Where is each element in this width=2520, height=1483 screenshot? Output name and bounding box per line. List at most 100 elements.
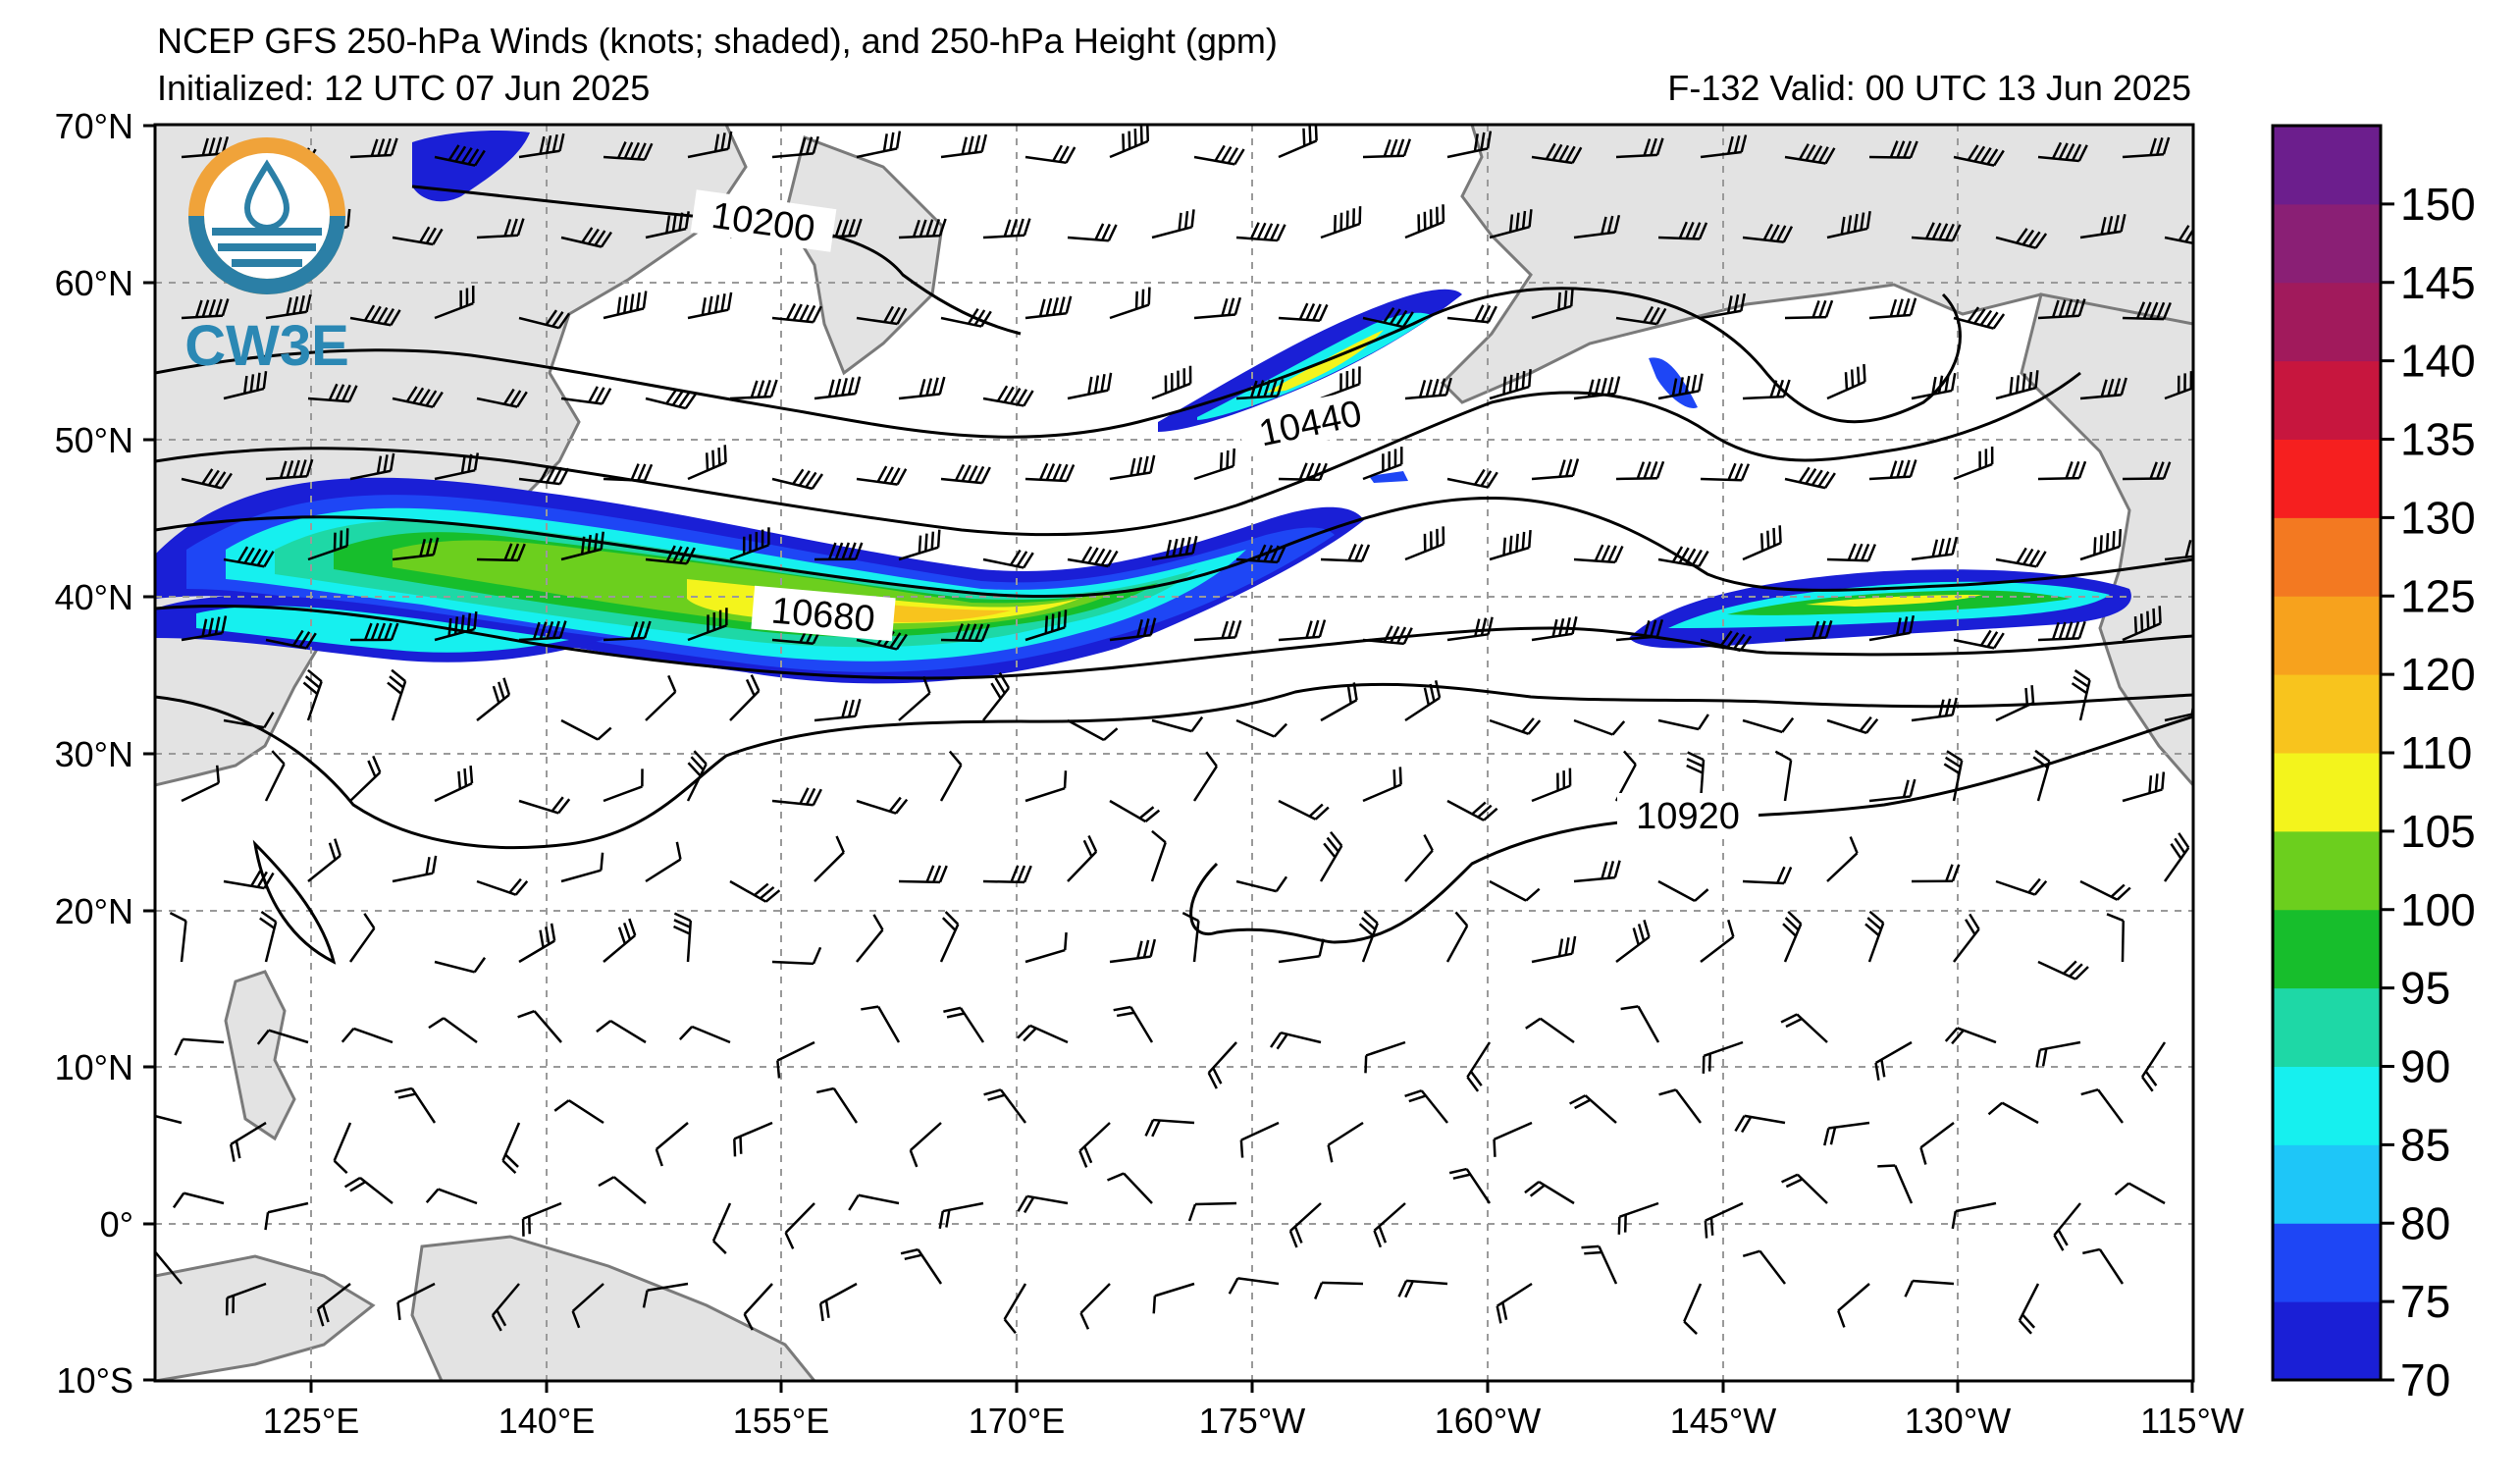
wind-barb-feather (1149, 938, 1157, 957)
wind-barb (771, 960, 814, 966)
wind-barb-feather (1425, 379, 1433, 397)
wind-barb (2098, 1248, 2125, 1285)
wind-barb (1237, 1277, 1280, 1286)
colorbar-segment (2273, 1301, 2381, 1381)
wind-barb-feather (1234, 296, 1242, 315)
wind-barb-feather (1931, 222, 1942, 240)
wind-barb (434, 301, 474, 320)
wind-barb-feather (1778, 525, 1782, 544)
wind-barb-feather (968, 623, 977, 642)
wind-barb-feather (1775, 225, 1787, 242)
wind-barb-feather (600, 852, 604, 871)
wind-barb-feather (390, 137, 398, 156)
colorbar-segment (2273, 126, 2381, 205)
wind-barb-feather (2099, 535, 2103, 554)
wind-barb-feather (2206, 538, 2211, 555)
wind-barb-feather (1678, 547, 1690, 564)
wind-barb-feather (1239, 1139, 1244, 1158)
wind-barb-feather (1909, 778, 1916, 797)
wind-barb (1024, 312, 1067, 320)
wind-barb-feather (504, 1153, 519, 1168)
wind-barb-feather (1620, 1005, 1639, 1011)
wind-barb (181, 477, 223, 490)
wind-barb-feather (1742, 1249, 1760, 1257)
wind-barb-feather (1587, 379, 1595, 397)
wind-barb (1911, 389, 1953, 400)
wind-barb-feather (557, 798, 571, 815)
wind-barb-feather (262, 371, 268, 390)
wind-barb-feather (370, 138, 379, 157)
wind-barb (856, 147, 898, 159)
wind-barb-feather (1829, 1127, 1837, 1145)
wind-barb (1361, 923, 1379, 963)
wind-barb (2079, 879, 2119, 901)
wind-barb-feather (1944, 374, 1950, 393)
colorbar-tick-label: 70 (2400, 1354, 2450, 1405)
wind-barb-feather (1149, 617, 1157, 636)
wind-barb-feather (552, 620, 560, 639)
wind-barb-feather (883, 466, 894, 484)
wind-barb-feather (1483, 807, 1498, 821)
wind-barb-feather (2041, 1048, 2048, 1067)
wind-barb (1531, 304, 1572, 320)
wind-barb (771, 799, 814, 807)
wind-barb-feather (1655, 307, 1667, 325)
wind-barb-feather (1181, 912, 1199, 923)
wind-barb-feather (1857, 366, 1861, 385)
wind-barb-feather (229, 1143, 236, 1162)
wind-barb (686, 763, 708, 802)
wind-barb-feather (1902, 297, 1911, 316)
wind-barb-feather (2033, 879, 2048, 896)
wind-barb (1615, 935, 1651, 963)
wind-barb-feather (1853, 213, 1859, 233)
wind-barb (181, 631, 223, 642)
wind-barb-feather (2156, 137, 2164, 156)
wind-barb-feather (1896, 140, 1906, 158)
wind-barb-feather (671, 213, 677, 233)
wind-barb-feather (1687, 751, 1705, 762)
wind-barb-feather (1094, 548, 1106, 565)
wind-barb-feather (671, 390, 684, 406)
wind-barb-feather (1093, 375, 1100, 394)
wind-barb-feather (1678, 221, 1688, 239)
wind-barb-feather (1909, 459, 1917, 477)
wind-barb-feather (630, 621, 639, 640)
wind-barb-feather (888, 796, 902, 813)
wind-barb (1742, 718, 1783, 734)
wind-barb (2037, 960, 2076, 980)
wind-barb (656, 1122, 689, 1150)
wind-barb (1573, 392, 1615, 400)
wind-barb (645, 690, 677, 721)
wind-barb (560, 236, 603, 248)
wind-barb (691, 1025, 731, 1044)
wind-barb-feather (302, 681, 319, 695)
wind-barb (1742, 236, 1784, 243)
wind-barb-feather (431, 855, 438, 874)
wind-barb (612, 1176, 647, 1204)
wind-barb-feather (936, 529, 941, 548)
wind-barb-feather (637, 620, 646, 639)
wind-barb-feather (298, 294, 305, 314)
wind-barb-feather (517, 1010, 535, 1019)
wind-barb-feather (372, 755, 382, 773)
wind-barb-feather (256, 549, 269, 566)
wind-barb-feather (137, 1114, 147, 1129)
wind-barb-feather (1824, 147, 1836, 165)
wind-barb-feather (396, 1301, 401, 1320)
wind-barb (1700, 638, 1741, 653)
wind-barb-feather (2162, 136, 2171, 155)
wind-barb-feather (587, 228, 600, 245)
wind-barb-feather (713, 133, 720, 152)
wind-barb (603, 785, 643, 803)
wind-barb-feather (305, 293, 312, 313)
wind-barb (1703, 1040, 1744, 1057)
wind-barb-feather (1606, 215, 1614, 234)
wind-barb-feather (938, 218, 947, 237)
wind-barb-feather (1058, 145, 1070, 163)
wind-barb-feather (2072, 460, 2080, 479)
wind-barb-feather (912, 219, 920, 238)
wind-barb-feather (1063, 609, 1068, 628)
wind-barb-feather (1256, 380, 1265, 398)
wind-barb-feather (1269, 1032, 1283, 1048)
wind-barb (1193, 313, 1235, 320)
